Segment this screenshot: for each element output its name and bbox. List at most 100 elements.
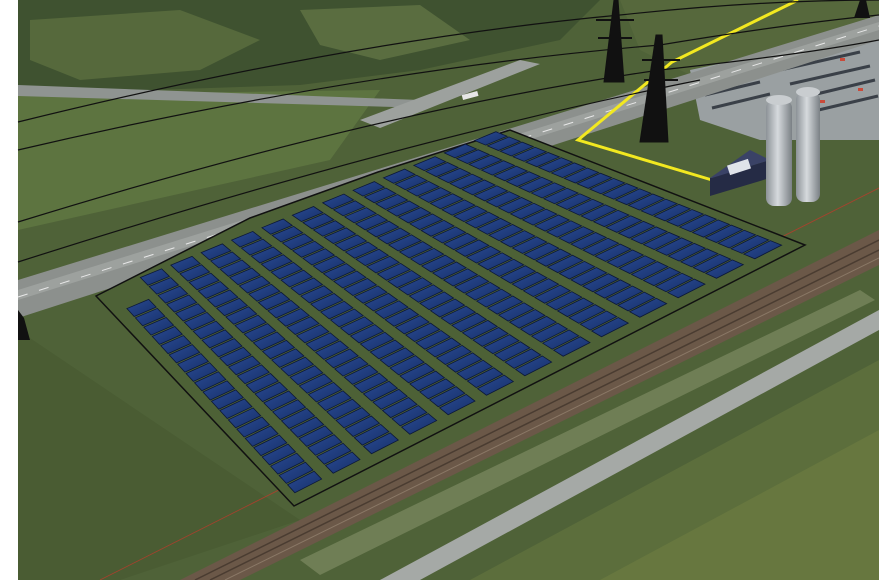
solar-panel: [300, 285, 334, 304]
solar-panel: [630, 226, 669, 245]
solar-panel: [415, 330, 451, 350]
solar-panel: [160, 335, 192, 355]
solar-panel: [514, 355, 553, 377]
solar-panel: [552, 336, 591, 357]
solar-panel: [488, 258, 525, 277]
solar-panel: [134, 307, 166, 327]
solar-panel: [234, 314, 267, 334]
solar-panel: [261, 218, 294, 235]
solar-panel: [157, 285, 189, 304]
solar-panel: [227, 407, 262, 429]
solar-panel: [461, 179, 497, 196]
solar-panel: [581, 273, 620, 293]
solar-panel: [286, 316, 320, 336]
solar-panel: [209, 251, 242, 269]
solar-panel: [238, 275, 271, 294]
solar-panel: [280, 356, 315, 377]
solar-panel: [521, 208, 558, 226]
solar-panel: [592, 209, 630, 228]
solar-panel: [476, 217, 512, 235]
solar-panel: [215, 297, 249, 317]
solar-panel: [437, 167, 472, 184]
solar-panel: [617, 220, 656, 239]
solar-panel: [691, 219, 731, 238]
solar-panel: [269, 452, 305, 475]
solar-panel: [568, 304, 606, 324]
solar-panel: [197, 281, 230, 299]
silos: [766, 87, 820, 206]
solar-panel: [692, 253, 732, 273]
solar-panel: [449, 173, 484, 190]
solar-panel: [332, 200, 366, 217]
solar-panel: [679, 248, 719, 268]
solar-panel: [704, 259, 745, 279]
solar-panel: [482, 334, 520, 355]
solar-panel: [326, 398, 362, 420]
solar-panel: [476, 374, 515, 396]
pylon-left-edge: [18, 310, 30, 340]
solar-panel: [394, 174, 428, 191]
solar-panel: [614, 188, 652, 206]
solar-panel: [365, 255, 401, 274]
solar-panel: [642, 231, 681, 251]
solar-panel: [431, 261, 468, 280]
solar-panel: [363, 187, 397, 204]
inverter-building: [710, 150, 770, 196]
solar-panel: [558, 260, 596, 280]
solar-panel: [582, 237, 620, 256]
solar-panel: [453, 275, 490, 294]
solar-panel: [230, 230, 263, 248]
solar-panel: [486, 136, 522, 151]
solar-panel: [312, 255, 346, 274]
solar-panel: [307, 434, 343, 456]
solar-panel: [567, 198, 605, 216]
solar-panel: [379, 347, 415, 368]
solar-panel: [185, 362, 218, 382]
solar-panel: [170, 255, 201, 273]
solar-panel: [517, 176, 554, 193]
solar-panel: [289, 416, 325, 438]
solar-panel: [465, 245, 502, 264]
solar-panel: [365, 220, 400, 238]
solar-panel: [192, 320, 225, 340]
solar-panel: [227, 355, 261, 376]
solar-panel: [435, 344, 472, 366]
solar-panel: [298, 373, 333, 394]
solar-panel: [245, 373, 280, 394]
solar-panel: [229, 267, 262, 286]
solar-panel: [456, 359, 494, 381]
solar-panel: [252, 331, 286, 351]
solar-panel: [210, 338, 243, 358]
pylon-right: [639, 34, 680, 143]
solar-panel: [372, 388, 408, 410]
solar-panel: [291, 206, 324, 222]
solar-panel: [488, 224, 524, 242]
solar-panel: [354, 213, 389, 231]
solar-panel: [176, 353, 210, 373]
solar-panel: [642, 267, 682, 287]
solar-panel: [653, 203, 692, 222]
solar-panel: [139, 268, 171, 286]
solar-panel: [261, 339, 296, 360]
solar-panel: [334, 234, 368, 252]
solar-panel: [466, 367, 504, 389]
solar-panel: [409, 370, 446, 392]
solar-panel: [276, 308, 310, 327]
solar-panel: [391, 405, 428, 427]
solar-panel: [678, 214, 718, 233]
solar-panel: [509, 202, 546, 220]
solar-panel: [742, 240, 783, 260]
solar-panel: [420, 254, 456, 273]
solar-panel: [188, 272, 220, 291]
solar-panel: [271, 225, 304, 243]
solar-panel: [593, 279, 632, 299]
solar-panel: [290, 277, 324, 296]
solar-panel: [399, 362, 436, 384]
solar-panel: [344, 415, 381, 437]
solar-panel: [477, 252, 514, 271]
solar-panel: [606, 249, 645, 268]
solar-panel: [291, 240, 325, 258]
solar-panel: [398, 241, 434, 259]
solar-panel: [254, 381, 289, 403]
solar-panel: [493, 341, 531, 362]
